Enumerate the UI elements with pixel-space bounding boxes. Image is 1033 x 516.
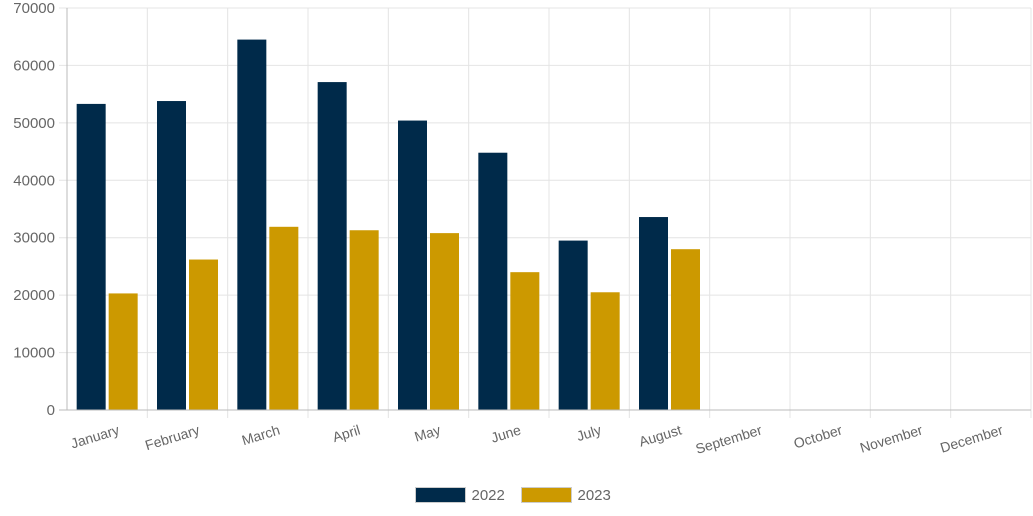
x-tick-label: March — [240, 422, 282, 449]
bar-2022-april[interactable] — [317, 82, 347, 410]
bar-2023-may[interactable] — [430, 233, 459, 410]
axes — [59, 8, 1031, 411]
bar-2023-february[interactable] — [189, 259, 218, 410]
x-tick-label: April — [331, 422, 362, 445]
x-tick-label: January — [69, 422, 121, 452]
y-tick-label: 20000 — [13, 287, 55, 304]
x-tick-label: February — [143, 422, 201, 454]
legend-label: 2022 — [472, 487, 505, 504]
y-tick-label: 0 — [47, 402, 55, 419]
x-tick-label: May — [412, 422, 442, 445]
y-tick-label: 40000 — [13, 172, 55, 189]
y-tick-label: 10000 — [13, 345, 55, 362]
bar-2023-april[interactable] — [349, 230, 379, 410]
bar-2023-march[interactable] — [269, 226, 299, 410]
x-tick-label: October — [792, 421, 845, 451]
bar-2023-january[interactable] — [108, 293, 138, 410]
legend-swatch — [415, 487, 466, 503]
bar-2022-march[interactable] — [237, 39, 267, 410]
y-tick-label: 30000 — [13, 230, 55, 247]
bar-2022-may[interactable] — [398, 120, 427, 410]
bar-2022-june[interactable] — [478, 152, 508, 410]
x-tick-label: September — [694, 421, 764, 456]
legend-item-2023[interactable]: 2023 — [521, 487, 611, 504]
bar-2022-february[interactable] — [157, 101, 186, 410]
x-tick-label: July — [575, 422, 603, 445]
bar-2023-july[interactable] — [590, 292, 620, 410]
legend-swatch — [521, 487, 572, 503]
x-tick-label: June — [489, 422, 523, 446]
y-tick-label: 60000 — [13, 57, 55, 74]
bar-2022-august[interactable] — [639, 217, 668, 410]
bar-2023-june[interactable] — [510, 272, 540, 410]
y-tick-label: 70000 — [13, 0, 55, 17]
legend-item-2022[interactable]: 2022 — [415, 487, 505, 504]
x-tick-label: August — [637, 422, 683, 450]
x-tick-label: December — [938, 421, 1005, 455]
x-axis-ticks: January February March April May June July Augu… — [69, 421, 1005, 456]
legend[interactable]: 2022 2023 — [415, 487, 611, 504]
grid-lines — [59, 7, 1032, 418]
bar-2022-july[interactable] — [558, 240, 588, 410]
bar-2022-january[interactable] — [76, 103, 106, 411]
bars — [76, 39, 700, 411]
y-axis-ticks: 0 10000 20000 30000 40000 50000 60000 70000 — [13, 0, 55, 419]
x-tick-label: November — [858, 421, 925, 455]
bar-2023-august[interactable] — [671, 249, 700, 410]
legend-label: 2023 — [578, 487, 611, 504]
y-tick-label: 50000 — [13, 115, 55, 132]
